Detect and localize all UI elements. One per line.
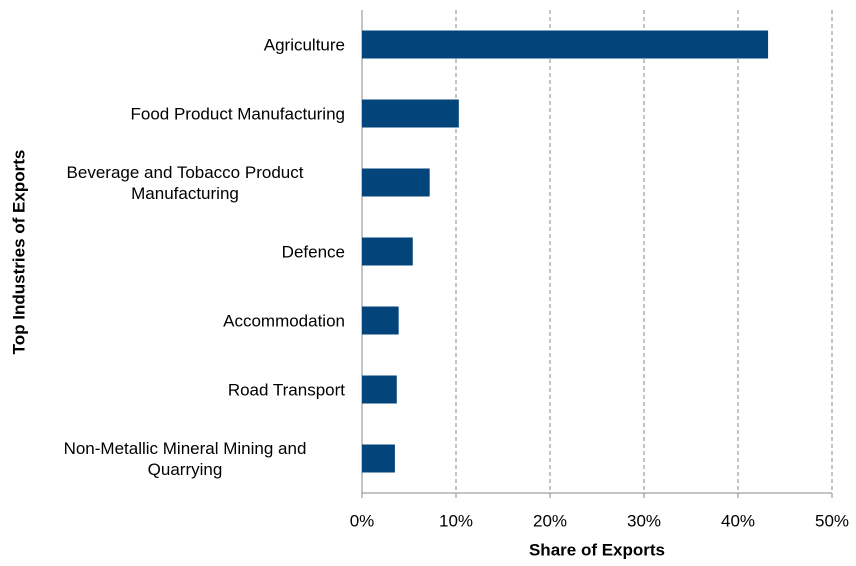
bar xyxy=(362,168,430,197)
y-tick-label: Defence xyxy=(281,242,345,261)
x-tick-label: 40% xyxy=(721,511,755,530)
bar xyxy=(362,306,399,335)
y-tick-label: Beverage and Tobacco Product Manufacturi… xyxy=(66,162,304,203)
y-tick-label: Agriculture xyxy=(263,35,345,54)
x-tick-label: 0% xyxy=(350,511,375,530)
y-tick-label: Food Product Manufacturing xyxy=(130,104,345,123)
bar xyxy=(362,375,397,404)
bar xyxy=(362,99,459,128)
x-tick-label: 30% xyxy=(627,511,661,530)
y-tick-label: Non-Metallic Mineral Mining and Quarryin… xyxy=(63,438,307,479)
x-axis-title: Share of Exports xyxy=(529,540,665,559)
x-tick-label: 20% xyxy=(533,511,567,530)
y-tick-label: Road Transport xyxy=(227,380,345,399)
bar xyxy=(362,237,413,266)
y-tick-label: Accommodation xyxy=(223,311,345,330)
x-tick-label: 10% xyxy=(439,511,473,530)
bar xyxy=(362,30,769,59)
y-axis-title: Top Industries of Exports xyxy=(9,150,28,355)
bar xyxy=(362,444,395,473)
x-tick-label: 50% xyxy=(815,511,849,530)
